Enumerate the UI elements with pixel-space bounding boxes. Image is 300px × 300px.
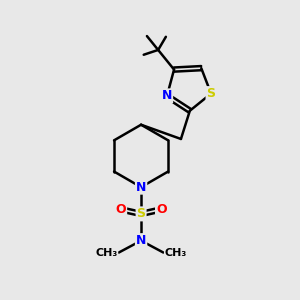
Text: N: N bbox=[162, 89, 172, 102]
Text: CH₃: CH₃ bbox=[95, 248, 117, 257]
Text: N: N bbox=[136, 234, 146, 247]
Text: S: S bbox=[136, 207, 146, 220]
Text: N: N bbox=[136, 181, 146, 194]
Text: CH₃: CH₃ bbox=[165, 248, 187, 257]
Text: O: O bbox=[116, 203, 126, 216]
Text: O: O bbox=[156, 203, 166, 216]
Text: S: S bbox=[206, 87, 215, 100]
